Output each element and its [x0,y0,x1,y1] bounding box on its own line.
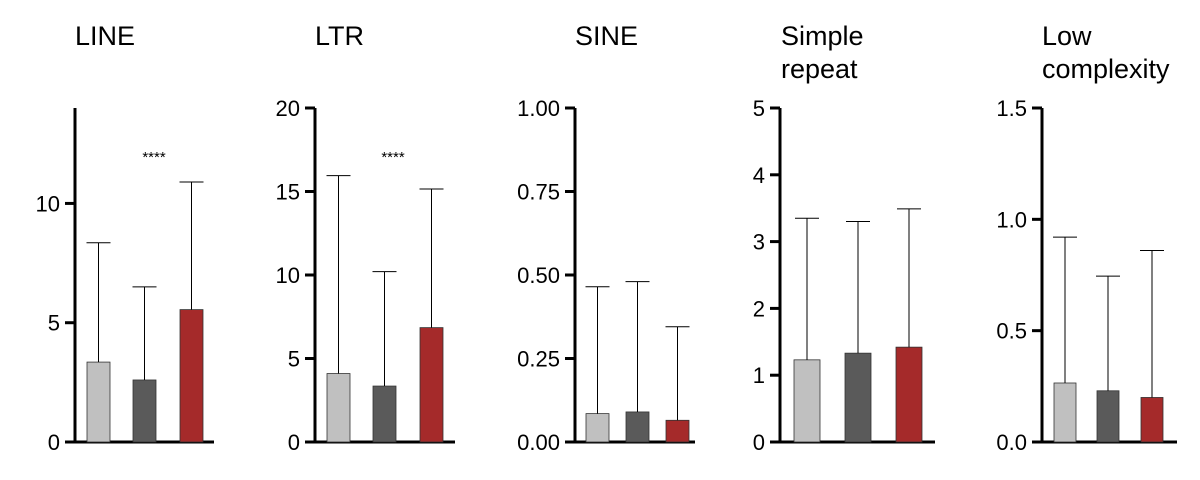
panel-1-y-tick-label: 5 [48,311,60,336]
panel-5-bar-3 [1140,397,1164,443]
panel-1-bar-2 [132,379,157,443]
panel-2-bar-2 [372,385,397,443]
panel-4-bar-3 [895,346,923,443]
panel-4-title: repeat [781,54,858,84]
panel-4-y-tick-label: 5 [753,96,765,121]
panel-3-bar-2 [625,411,650,443]
panel-5-y-tick-label: 0.5 [996,319,1027,344]
panel-3-bar-1 [585,413,610,443]
panel-3-y-tick-label: 1.00 [517,96,560,121]
panel-5-title: Low [1042,21,1092,51]
panel-1-significance-label: **** [142,149,166,166]
panel-2-significance-label: **** [381,149,405,166]
panel-2-y-tick-label: 10 [276,263,300,288]
panel-5-y-tick-label: 1.0 [996,207,1027,232]
panel-2-bar-3 [419,327,444,443]
panel-3-y-tick-label: 0.25 [517,347,560,372]
panel-5-title: complexity [1042,54,1170,84]
panel-3-y-tick-label: 0.50 [517,263,560,288]
panel-1-bar-1 [86,361,111,443]
panel-5-y-tick-label: 0.0 [996,430,1027,455]
panel-2-y-tick-label: 5 [288,347,300,372]
panel-2-title: LTR [315,21,364,51]
panel-4-y-tick-label: 3 [753,230,765,255]
panel-4-bar-1 [793,359,821,443]
panel-4-y-tick-label: 1 [753,363,765,388]
panel-1-y-tick-label: 0 [48,430,60,455]
panel-3-y-tick-label: 0.00 [517,430,560,455]
panel-5-y-tick-label: 1.5 [996,96,1027,121]
panel-1-y-tick-label: 10 [36,191,60,216]
panel-4-y-tick-label: 2 [753,296,765,321]
panel-5-bar-2 [1096,390,1120,443]
panel-2-y-tick-label: 20 [276,96,300,121]
panel-3-y-tick-label: 0.75 [517,180,560,205]
panel-4-y-tick-label: 4 [753,163,765,188]
panel-1-title: LINE [75,21,135,51]
panel-4-bar-2 [844,352,872,443]
panel-3-bar-3 [665,419,690,443]
panel-2-bar-1 [326,373,351,443]
panel-4-y-tick-label: 0 [753,430,765,455]
panel-5-bar-1 [1053,382,1077,443]
panel-4-title: Simple [781,21,864,51]
panel-2-y-tick-label: 0 [288,430,300,455]
panel-3-title: SINE [575,21,638,51]
panel-2-y-tick-label: 15 [276,180,300,205]
panel-1-bar-3 [179,309,204,443]
